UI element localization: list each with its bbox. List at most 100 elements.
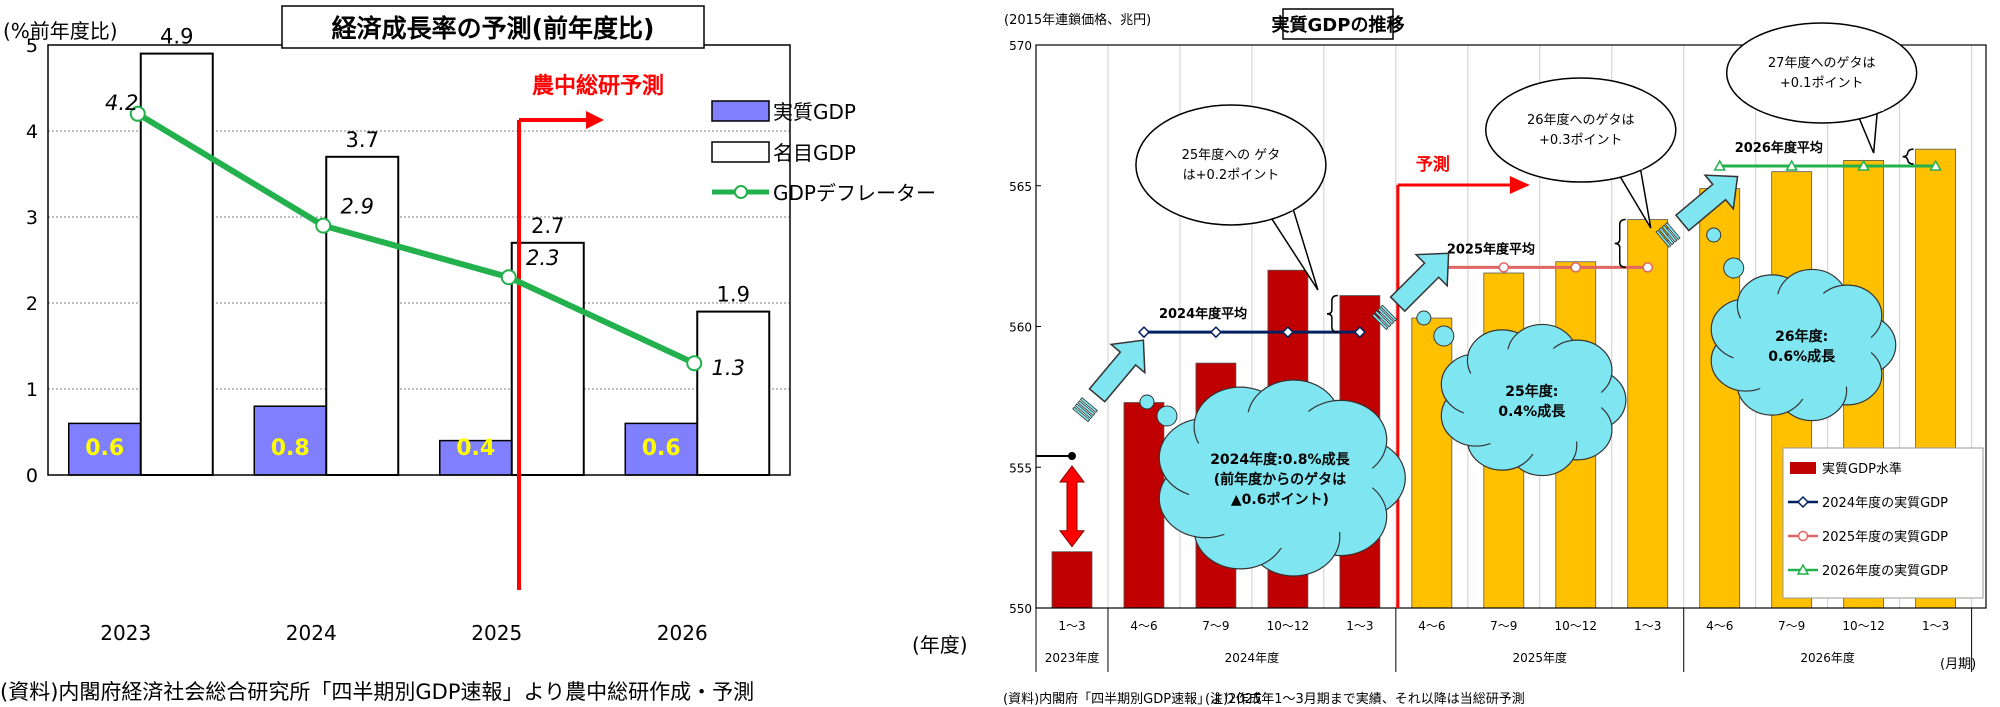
cloud-core [1186,408,1374,548]
cloud-dot [1416,310,1432,326]
nominal-gdp-bar [139,52,214,476]
carryover-brace [1326,294,1338,333]
right-x-tick-label: 1～3 [1922,619,1949,633]
left-y-tick-label: 5 [26,35,38,57]
right-y-tick-label: 555 [1009,461,1032,475]
nominal-gdp-bar [696,310,771,476]
annual-average-marker [1209,326,1222,339]
right-y-tick-label: 565 [1009,180,1032,194]
nominal-gdp-value-label: 3.7 [346,128,379,152]
geta-2027-bubble: 27年度へのゲタは +0.1ポイント [1725,22,1918,154]
cloud-text: ▲0.6ポイント) [1231,491,1329,508]
right-annotations: 予測 2024年度:0.8%成長 (前年度からのゲタは ▲0.6ポイント) 25年度: 0… [1036,22,1984,608]
annual-average-marker [1857,159,1870,171]
nominal-gdp-bar [325,155,400,477]
nominal-gdp-value-label: 2.7 [531,214,564,238]
annual-average-label: 2026年度平均 [1735,140,1823,156]
real-gdp-level-bar [1051,551,1093,609]
annual-average-marker [1929,159,1942,171]
speech-text: は+0.2ポイント [1183,168,1280,183]
right-legend-marker [1796,563,1810,575]
legend-swatch-real [711,100,770,122]
speech-join [1850,97,1884,111]
left-x-tick-label: 2023 [100,621,151,645]
real-gdp-value-label: 0.6 [85,436,124,461]
real-gdp-bar [68,422,142,476]
cloud-text: 0.4%成長 [1498,403,1566,420]
carryover-brace [1902,148,1914,165]
growth-2024-cloud: 2024年度:0.8%成長 (前年度からのゲタは ▲0.6ポイント) [1158,379,1406,577]
right-legend: 実質GDP水準 2024年度の実質GDP 2025年度の実質GDP 2026年度の実質… [1782,447,1984,599]
right-forecast-label: 予測 [1416,154,1450,175]
speech-join [1259,193,1293,211]
legend-label-nominal: 名目GDP [773,141,856,165]
fiscal-year-label: 2025年度 [1513,650,1568,665]
deflator-point [500,269,517,286]
real-gdp-value-label: 0.8 [271,436,310,461]
growth-arrow-stripe [1655,229,1672,248]
real-gdp-level-bar [1123,402,1165,609]
right-plot-frame [1035,44,1987,609]
right-legend-marker [1797,530,1809,542]
cloud-core [1731,291,1872,399]
nominal-gdp-value-label: 1.9 [717,283,750,307]
speech-text: 26年度へのゲタは [1527,112,1635,128]
left-x-unit: (年度) [912,633,968,657]
deflator-line-path [136,111,696,366]
cloud-text: 26年度: [1775,328,1828,345]
growth-arrow-stripe [1664,222,1681,241]
deflator-value-label: 4.2 [105,91,138,115]
legend-swatch-nominal [711,141,770,163]
carryover-double-arrow [1058,465,1085,548]
right-chart-title: 実質GDPの推移 [1272,14,1405,36]
right-legend-box [1782,447,1984,599]
annual-average-marker [1281,326,1294,339]
growth-arrow-body [1674,174,1739,232]
cloud-dot [1706,227,1722,243]
speech-join [1609,154,1643,170]
geta-2025-bubble: 25年度への ゲタは+0.2ポイント [1135,104,1327,291]
nominal-gdp-value-label: 4.9 [160,25,193,49]
real-gdp-trend-chart: 550 555 560 565 570 1～3 4～6 7～9 10～12 1～3 4～6 7～9 10… [1004,8,1987,672]
growth-arrow [1371,252,1450,331]
speech-body [1725,22,1918,124]
right-legend-marker [1796,495,1810,509]
deflator-point [129,105,146,122]
speech-text: +0.3ポイント [1539,133,1623,148]
growth-arrow-stripe [1380,304,1398,322]
growth-arrow-stripe [1377,307,1395,325]
right-x-tick-label: 10～12 [1554,619,1597,633]
nominal-gdp-bar [510,241,585,476]
annual-average-marker [1137,326,1151,339]
cloud-core [1461,346,1602,454]
fiscal-year-label: 2026年度 [1800,650,1855,665]
cloud-dot [1433,325,1455,347]
growth-arrow-stripe [1661,224,1678,243]
left-source-note: (資料)内閣府経済社会総合研究所「四半期別GDP速報」より農中総研作成・予測 [0,680,755,704]
left-legend: 実質GDP 名目GDP GDPデフレーター [711,100,936,205]
growth-arrow-stripe [1074,403,1093,420]
left-bars [68,52,771,477]
cloud-text: 2024年度:0.8%成長 [1210,451,1350,468]
left-y-tick-label: 1 [26,379,38,401]
growth-arrow-stripe [1072,406,1091,423]
right-x-tick-label: 1～3 [1634,619,1661,633]
cloud-text: 25年度: [1505,383,1558,400]
deflator-point [686,355,703,372]
left-x-tick-label: 2026 [657,621,708,645]
right-x-tick-label: 10～12 [1842,619,1885,633]
growth-arrow [1072,339,1146,423]
growth-arrow-stripe [1658,227,1675,246]
right-y-tick-label: 550 [1009,602,1032,616]
fiscal-year-label: 2024年度 [1225,650,1280,665]
right-legend-label: 2026年度の実質GDP [1822,563,1948,579]
annual-average-marker [1570,262,1582,273]
right-x-tick-label: 4～6 [1130,619,1157,633]
growth-arrow [1655,174,1739,248]
deflator-point [315,217,332,234]
forecast-label: 農中総研予測 [532,73,664,99]
left-value-labels: 0.6 4.9 0.8 3.7 0.4 2.7 0.6 1.9 4.2 2.9 2.3 1.3 [85,25,750,461]
legend-label-real: 実質GDP [773,100,856,124]
deflator-value-label: 2.9 [341,195,374,219]
right-legend-label: 実質GDP水準 [1822,461,1902,477]
